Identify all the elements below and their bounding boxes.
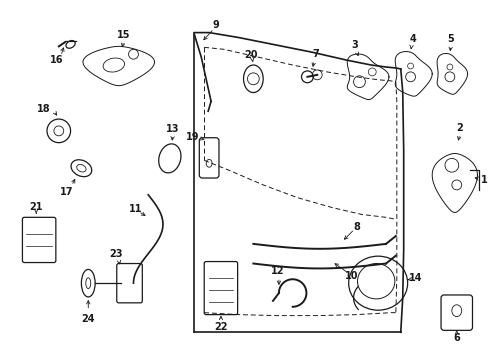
Text: 24: 24 <box>81 314 95 324</box>
Text: 7: 7 <box>311 49 318 59</box>
Text: 22: 22 <box>214 323 227 332</box>
Text: 3: 3 <box>350 40 357 50</box>
Text: 4: 4 <box>408 35 415 45</box>
Text: 23: 23 <box>109 249 122 259</box>
Text: 1: 1 <box>480 175 487 185</box>
Text: 2: 2 <box>455 123 462 133</box>
Text: 15: 15 <box>117 30 130 40</box>
Text: 17: 17 <box>60 187 73 197</box>
Text: 20: 20 <box>244 50 258 60</box>
Text: 8: 8 <box>352 222 359 232</box>
Text: 19: 19 <box>185 132 199 142</box>
Text: 6: 6 <box>452 333 459 343</box>
Text: 18: 18 <box>37 104 51 114</box>
Text: 5: 5 <box>447 35 453 45</box>
Text: 11: 11 <box>128 204 142 215</box>
Text: 21: 21 <box>29 202 43 212</box>
Text: 10: 10 <box>344 271 358 281</box>
Text: 9: 9 <box>212 20 219 30</box>
Text: 16: 16 <box>50 55 63 65</box>
Text: 13: 13 <box>166 124 179 134</box>
Text: 14: 14 <box>408 273 421 283</box>
Text: 12: 12 <box>271 266 284 276</box>
